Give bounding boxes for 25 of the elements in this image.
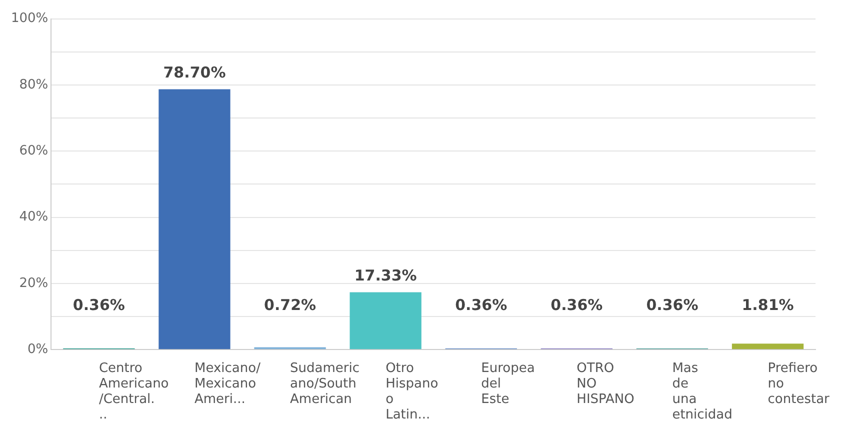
data-label: 78.70% [163, 64, 226, 82]
data-label: 17.33% [354, 266, 417, 285]
y-tick-label: 100% [10, 11, 48, 26]
data-label: 0.72% [264, 296, 316, 314]
x-tick-label: Europea del Este [481, 360, 535, 407]
x-tick-label: Sudamericano/South American [290, 360, 360, 407]
bar [158, 89, 230, 350]
data-label: 0.36% [550, 296, 603, 314]
x-tick-label: Mexicano/Mexicano Ameri... [194, 360, 262, 407]
y-tick-label: 80% [19, 77, 48, 92]
bar [350, 292, 422, 350]
x-tick-label: OTRO NO HISPANO [576, 360, 634, 407]
data-label: 0.36% [72, 296, 125, 314]
x-tick-label: Prefiero no contestar [768, 360, 830, 407]
data-label: 1.81% [742, 296, 794, 314]
x-tick-label: Otro Hispano o Latin... [386, 360, 438, 423]
y-tick-label: 20% [19, 276, 48, 291]
data-label: 0.36% [646, 296, 698, 314]
bar [732, 344, 804, 350]
data-label: 0.36% [455, 296, 508, 314]
y-tick-label: 60% [19, 143, 48, 158]
y-tick-label: 40% [19, 210, 48, 225]
y-tick-label: 0% [28, 342, 48, 357]
x-tick-label: Centro Americano/Central... [98, 360, 169, 423]
x-tick-label: Mas de una etnicidad [672, 360, 732, 423]
